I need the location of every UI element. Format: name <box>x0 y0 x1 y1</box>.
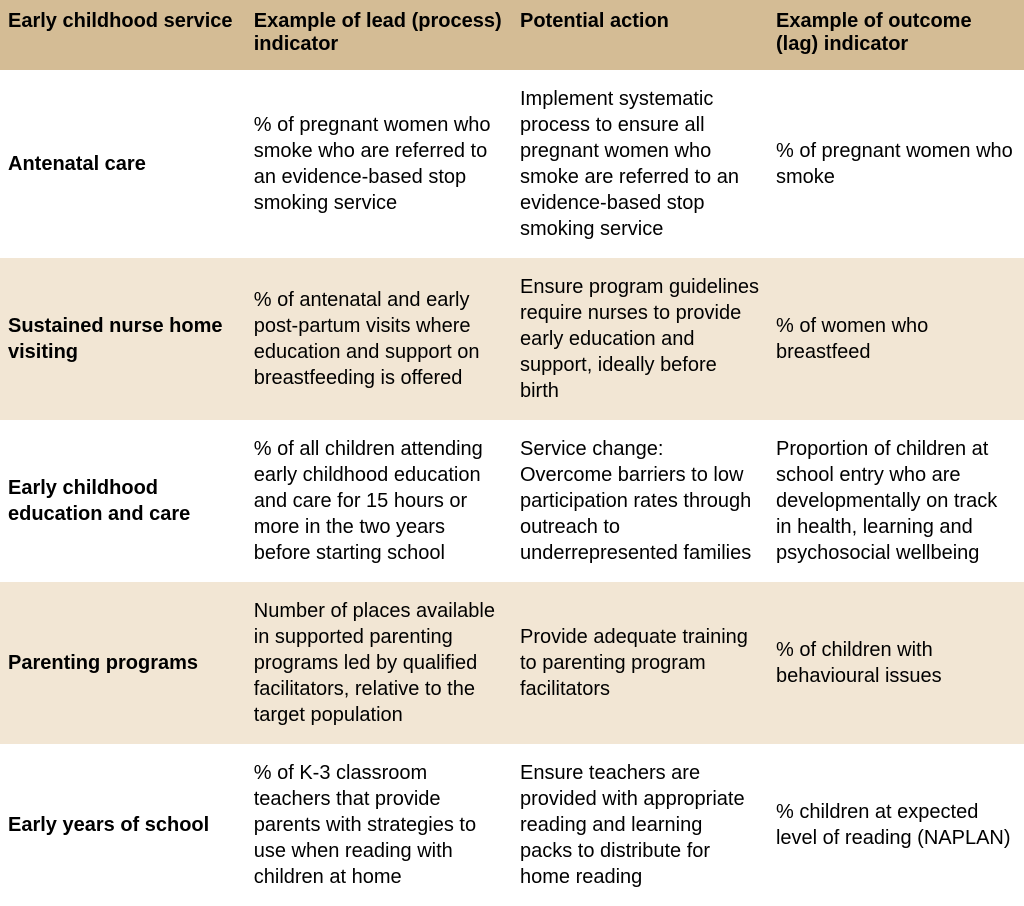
cell-lead: % of all children attending early childh… <box>246 420 512 582</box>
table-row: Parenting programs Number of places avai… <box>0 582 1024 744</box>
table-header-row: Early childhood service Example of lead … <box>0 0 1024 70</box>
table-row: Early childhood education and care % of … <box>0 420 1024 582</box>
cell-lead: Number of places available in supported … <box>246 582 512 744</box>
cell-service: Sustained nurse home visiting <box>0 258 246 420</box>
cell-action: Implement systematic process to ensure a… <box>512 70 768 258</box>
cell-lead: % of pregnant women who smoke who are re… <box>246 70 512 258</box>
cell-service: Parenting programs <box>0 582 246 744</box>
table-row: Sustained nurse home visiting % of anten… <box>0 258 1024 420</box>
table-row: Antenatal care % of pregnant women who s… <box>0 70 1024 258</box>
table-row: Early years of school % of K-3 classroom… <box>0 744 1024 906</box>
cell-service: Antenatal care <box>0 70 246 258</box>
cell-outcome: % of pregnant women who smoke <box>768 70 1024 258</box>
cell-outcome: % of women who breastfeed <box>768 258 1024 420</box>
col-header-lead: Example of lead (process) indicator <box>246 0 512 70</box>
cell-outcome: % children at expected level of reading … <box>768 744 1024 906</box>
indicators-table: Early childhood service Example of lead … <box>0 0 1024 906</box>
cell-outcome: % of children with behavioural issues <box>768 582 1024 744</box>
cell-action: Provide adequate training to parenting p… <box>512 582 768 744</box>
cell-outcome: Proportion of children at school entry w… <box>768 420 1024 582</box>
col-header-outcome: Example of outcome (lag) indicator <box>768 0 1024 70</box>
cell-service: Early childhood education and care <box>0 420 246 582</box>
cell-service: Early years of school <box>0 744 246 906</box>
col-header-action: Potential action <box>512 0 768 70</box>
cell-action: Ensure program guidelines require nurses… <box>512 258 768 420</box>
cell-lead: % of K-3 classroom teachers that provide… <box>246 744 512 906</box>
col-header-service: Early childhood service <box>0 0 246 70</box>
cell-action: Service change: Overcome barriers to low… <box>512 420 768 582</box>
cell-lead: % of antenatal and early post-partum vis… <box>246 258 512 420</box>
cell-action: Ensure teachers are provided with approp… <box>512 744 768 906</box>
